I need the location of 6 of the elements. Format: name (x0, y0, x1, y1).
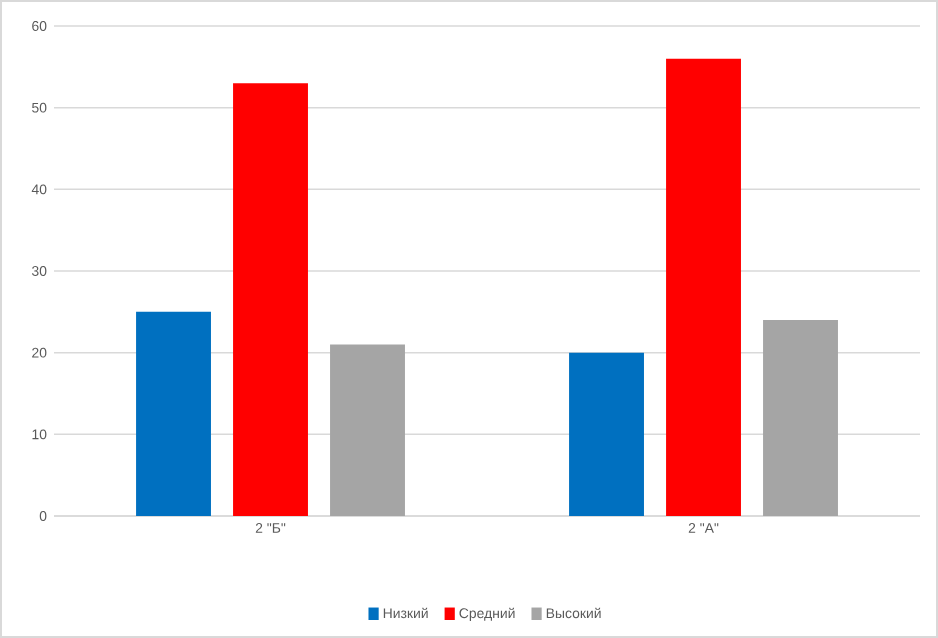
bar (569, 352, 644, 516)
bar (233, 83, 308, 516)
bar (666, 58, 741, 516)
bar (136, 311, 211, 516)
bar (763, 320, 838, 516)
bar (330, 344, 405, 516)
